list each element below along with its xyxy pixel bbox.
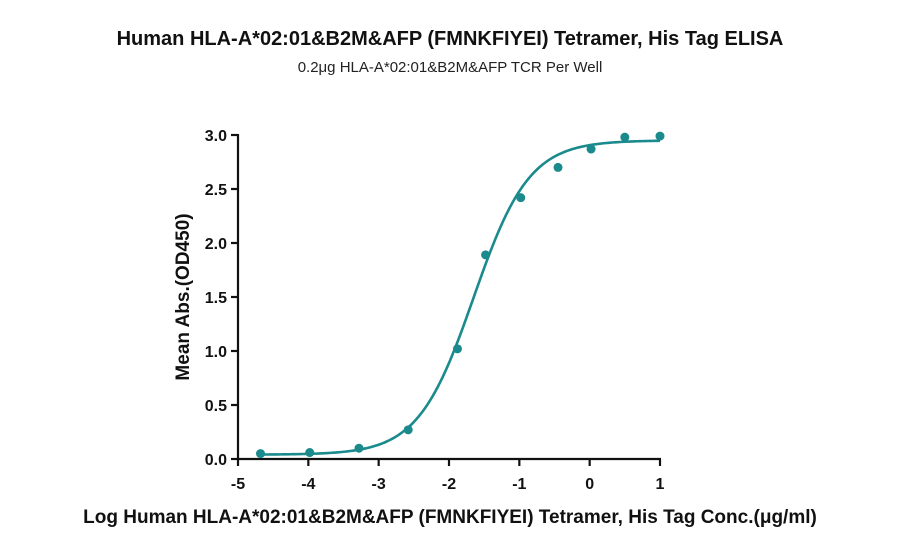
data-point [452, 344, 462, 354]
x-axis-label: Log Human HLA-A*02:01&B2M&AFP (FMNKFIYEI… [83, 507, 817, 528]
data-point [553, 162, 563, 172]
x-tick-label: -5 [231, 476, 245, 493]
data-point [481, 250, 491, 260]
fit-curve [260, 139, 661, 456]
data-point [586, 144, 596, 154]
fit-curve-layer [260, 139, 661, 456]
data-point [403, 425, 413, 435]
y-tick-label: 3.0 [205, 128, 227, 145]
data-point [256, 449, 266, 459]
data-point [305, 448, 315, 458]
y-tick-label: 0.0 [205, 452, 227, 469]
x-axis: -5 -4 -3 -2 -1 0 1 [231, 457, 665, 493]
data-points-layer [256, 131, 665, 459]
x-tick-label: 1 [656, 476, 665, 493]
data-point [655, 131, 665, 141]
data-point [620, 132, 630, 142]
data-point [354, 443, 364, 453]
x-tick-label: -2 [442, 476, 456, 493]
y-tick-label: 1.5 [205, 290, 227, 307]
y-tick-label: 0.5 [205, 398, 227, 415]
y-axis: 0.0 0.5 1.0 1.5 2.0 2.5 3.0 [205, 128, 240, 469]
x-tick-label: -3 [372, 476, 386, 493]
y-tick-label: 2.0 [205, 236, 227, 253]
y-axis-label: Mean Abs.(OD450) [173, 213, 194, 380]
chart-title: Human HLA-A*02:01&B2M&AFP (FMNKFIYEI) Te… [117, 28, 784, 50]
y-tick-label: 2.5 [205, 182, 227, 199]
x-tick-label: -4 [301, 476, 315, 493]
x-tick-label: -1 [512, 476, 526, 493]
chart-subtitle: 0.2μg HLA-A*02:01&B2M&AFP TCR Per Well [298, 59, 603, 76]
x-tick-label: 0 [585, 476, 594, 493]
y-tick-label: 1.0 [205, 344, 227, 361]
data-point [516, 193, 526, 203]
